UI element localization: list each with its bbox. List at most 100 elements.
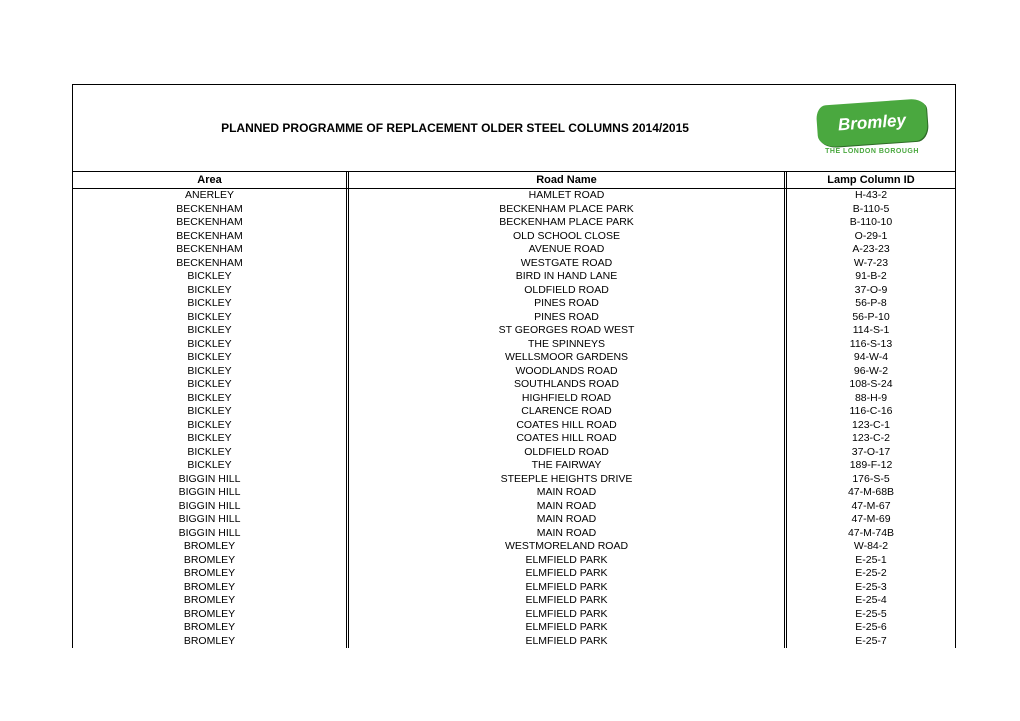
- cell-lamp-column-id: 123-C-2: [787, 432, 955, 446]
- header-row: PLANNED PROGRAMME OF REPLACEMENT OLDER S…: [73, 85, 955, 172]
- table-row: BICKLEYTHE SPINNEYS116-S-13: [73, 338, 955, 352]
- cell-lamp-column-id: O-29-1: [787, 230, 955, 244]
- cell-lamp-column-id: 37-O-17: [787, 446, 955, 460]
- cell-area: BICKLEY: [73, 365, 349, 379]
- cell-road-name: OLD SCHOOL CLOSE: [349, 230, 787, 244]
- cell-area: BROMLEY: [73, 540, 349, 554]
- table-row: BICKLEYPINES ROAD56-P-8: [73, 297, 955, 311]
- logo-cell: Bromley THE LONDON BOROUGH: [797, 102, 955, 155]
- cell-area: BICKLEY: [73, 378, 349, 392]
- cell-area: BICKLEY: [73, 338, 349, 352]
- cell-area: BICKLEY: [73, 419, 349, 433]
- table-row: BICKLEYWOODLANDS ROAD96-W-2: [73, 365, 955, 379]
- cell-road-name: COATES HILL ROAD: [349, 432, 787, 446]
- table-container: PLANNED PROGRAMME OF REPLACEMENT OLDER S…: [72, 84, 956, 648]
- table-row: BICKLEYWELLSMOOR GARDENS94-W-4: [73, 351, 955, 365]
- table-row: BROMLEYWESTMORELAND ROADW-84-2: [73, 540, 955, 554]
- cell-road-name: ELMFIELD PARK: [349, 581, 787, 595]
- table-row: BICKLEYSOUTHLANDS ROAD108-S-24: [73, 378, 955, 392]
- table-row: BIGGIN HILLMAIN ROAD47-M-69: [73, 513, 955, 527]
- header-lamp-column-id: Lamp Column ID: [787, 172, 955, 188]
- cell-road-name: AVENUE ROAD: [349, 243, 787, 257]
- table-row: BIGGIN HILLMAIN ROAD47-M-68B: [73, 486, 955, 500]
- cell-road-name: HIGHFIELD ROAD: [349, 392, 787, 406]
- cell-road-name: ELMFIELD PARK: [349, 621, 787, 635]
- table-row: BECKENHAMAVENUE ROADA-23-23: [73, 243, 955, 257]
- cell-road-name: ELMFIELD PARK: [349, 635, 787, 649]
- document-page: PLANNED PROGRAMME OF REPLACEMENT OLDER S…: [0, 0, 1020, 721]
- cell-lamp-column-id: 116-C-16: [787, 405, 955, 419]
- cell-area: BICKLEY: [73, 284, 349, 298]
- cell-area: BECKENHAM: [73, 203, 349, 217]
- table-row: BICKLEYOLDFIELD ROAD37-O-17: [73, 446, 955, 460]
- cell-lamp-column-id: 47-M-67: [787, 500, 955, 514]
- table-row: BICKLEYCOATES HILL ROAD123-C-1: [73, 419, 955, 433]
- cell-area: BROMLEY: [73, 581, 349, 595]
- cell-area: BROMLEY: [73, 635, 349, 649]
- table-row: BROMLEYELMFIELD PARKE-25-3: [73, 581, 955, 595]
- table-row: BECKENHAMOLD SCHOOL CLOSEO-29-1: [73, 230, 955, 244]
- table-row: BECKENHAMBECKENHAM PLACE PARKB-110-5: [73, 203, 955, 217]
- document-title: PLANNED PROGRAMME OF REPLACEMENT OLDER S…: [73, 121, 797, 135]
- cell-lamp-column-id: 108-S-24: [787, 378, 955, 392]
- cell-road-name: BECKENHAM PLACE PARK: [349, 216, 787, 230]
- cell-lamp-column-id: B-110-10: [787, 216, 955, 230]
- cell-lamp-column-id: 114-S-1: [787, 324, 955, 338]
- table-row: BICKLEYST GEORGES ROAD WEST114-S-1: [73, 324, 955, 338]
- cell-area: BIGGIN HILL: [73, 527, 349, 541]
- table-row: BICKLEYCOATES HILL ROAD123-C-2: [73, 432, 955, 446]
- cell-area: BECKENHAM: [73, 216, 349, 230]
- cell-area: BROMLEY: [73, 567, 349, 581]
- cell-road-name: HAMLET ROAD: [349, 189, 787, 203]
- cell-area: BECKENHAM: [73, 257, 349, 271]
- cell-area: ANERLEY: [73, 189, 349, 203]
- bromley-logo-icon: Bromley: [816, 98, 929, 148]
- cell-lamp-column-id: 47-M-68B: [787, 486, 955, 500]
- cell-lamp-column-id: 88-H-9: [787, 392, 955, 406]
- cell-lamp-column-id: 37-O-9: [787, 284, 955, 298]
- cell-lamp-column-id: E-25-5: [787, 608, 955, 622]
- cell-area: BICKLEY: [73, 459, 349, 473]
- table-row: BICKLEYPINES ROAD56-P-10: [73, 311, 955, 325]
- cell-area: BICKLEY: [73, 351, 349, 365]
- cell-road-name: MAIN ROAD: [349, 500, 787, 514]
- cell-road-name: WOODLANDS ROAD: [349, 365, 787, 379]
- cell-area: BICKLEY: [73, 405, 349, 419]
- cell-area: BROMLEY: [73, 554, 349, 568]
- table-row: ANERLEYHAMLET ROADH-43-2: [73, 189, 955, 203]
- table-row: BECKENHAMWESTGATE ROADW-7-23: [73, 257, 955, 271]
- cell-road-name: THE SPINNEYS: [349, 338, 787, 352]
- cell-road-name: BECKENHAM PLACE PARK: [349, 203, 787, 217]
- cell-lamp-column-id: 189-F-12: [787, 459, 955, 473]
- table-row: BROMLEYELMFIELD PARKE-25-2: [73, 567, 955, 581]
- cell-lamp-column-id: W-84-2: [787, 540, 955, 554]
- logo-subtitle: THE LONDON BOROUGH: [825, 148, 919, 155]
- cell-lamp-column-id: B-110-5: [787, 203, 955, 217]
- cell-road-name: MAIN ROAD: [349, 486, 787, 500]
- cell-road-name: STEEPLE HEIGHTS DRIVE: [349, 473, 787, 487]
- cell-area: BROMLEY: [73, 608, 349, 622]
- cell-road-name: MAIN ROAD: [349, 527, 787, 541]
- cell-lamp-column-id: E-25-1: [787, 554, 955, 568]
- table-row: BICKLEYTHE FAIRWAY189-F-12: [73, 459, 955, 473]
- cell-area: BROMLEY: [73, 621, 349, 635]
- cell-road-name: PINES ROAD: [349, 297, 787, 311]
- cell-lamp-column-id: E-25-7: [787, 635, 955, 649]
- table-row: BICKLEYBIRD IN HAND LANE91-B-2: [73, 270, 955, 284]
- table-row: BICKLEYHIGHFIELD ROAD88-H-9: [73, 392, 955, 406]
- cell-road-name: ELMFIELD PARK: [349, 554, 787, 568]
- cell-area: BICKLEY: [73, 446, 349, 460]
- cell-lamp-column-id: 56-P-10: [787, 311, 955, 325]
- cell-road-name: CLARENCE ROAD: [349, 405, 787, 419]
- cell-lamp-column-id: W-7-23: [787, 257, 955, 271]
- cell-road-name: ELMFIELD PARK: [349, 567, 787, 581]
- header-area: Area: [73, 172, 349, 188]
- cell-lamp-column-id: 96-W-2: [787, 365, 955, 379]
- cell-road-name: BIRD IN HAND LANE: [349, 270, 787, 284]
- cell-lamp-column-id: 56-P-8: [787, 297, 955, 311]
- cell-lamp-column-id: E-25-6: [787, 621, 955, 635]
- cell-area: BECKENHAM: [73, 230, 349, 244]
- cell-area: BICKLEY: [73, 270, 349, 284]
- table-row: BROMLEYELMFIELD PARKE-25-6: [73, 621, 955, 635]
- cell-road-name: WELLSMOOR GARDENS: [349, 351, 787, 365]
